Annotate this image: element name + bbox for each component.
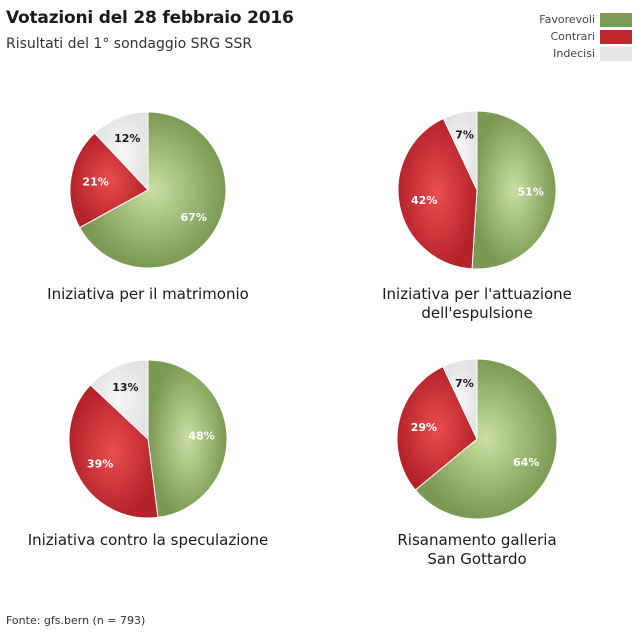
- data-label-contrari: 29%: [411, 421, 437, 434]
- data-label-contrari: 39%: [87, 457, 113, 470]
- data-label-indecisi: 13%: [112, 381, 138, 394]
- pie-slice-indecisi: [442, 110, 478, 191]
- pie-chart-1: 67% 21% 12% Iniziativa per il matrimonio: [47, 111, 249, 303]
- data-label-favorevoli: 48%: [188, 430, 214, 443]
- legend-swatch-indecisi: [600, 46, 632, 61]
- pie-chart-2: 51% 42% 7% Iniziativa per l'attuazionedell'…: [382, 110, 572, 322]
- pie-slice-contrari: [69, 132, 149, 229]
- chart-subtitle: Risultati del 1° sondaggio SRG SSR: [6, 36, 253, 52]
- pie-slice-contrari: [68, 384, 159, 519]
- data-label-contrari: 21%: [82, 176, 108, 189]
- pie-slice-favorevoli: [78, 111, 227, 269]
- data-label-indecisi: 7%: [455, 377, 474, 390]
- source-note: Fonte: gfs.bern (n = 793): [6, 614, 146, 627]
- pie-slice-contrari: [397, 117, 478, 270]
- data-label-favorevoli: 51%: [518, 186, 544, 199]
- pie-slice-indecisi: [442, 358, 478, 440]
- pie-title: Iniziativa per l'attuazione: [382, 285, 572, 303]
- pie-slice-indecisi: [93, 111, 149, 192]
- legend: Favorevoli Contrari Indecisi: [539, 11, 632, 62]
- pie-slice-favorevoli: [471, 110, 557, 270]
- pie-slice-favorevoli: [147, 359, 228, 518]
- pie-title: Iniziativa per il matrimonio: [47, 285, 249, 303]
- legend-item-favorevoli: Favorevoli: [539, 11, 632, 28]
- pie-slice-favorevoli: [414, 358, 558, 520]
- pie-title: dell'espulsione: [421, 304, 532, 322]
- pie-title: San Gottardo: [427, 550, 526, 568]
- data-label-indecisi: 7%: [455, 129, 474, 142]
- data-label-favorevoli: 67%: [181, 211, 207, 224]
- legend-label: Contrari: [550, 30, 595, 43]
- data-label-indecisi: 12%: [114, 132, 140, 145]
- data-label-favorevoli: 64%: [513, 456, 539, 469]
- legend-swatch-contrari: [600, 29, 632, 44]
- legend-label: Indecisi: [553, 47, 595, 60]
- legend-item-indecisi: Indecisi: [539, 45, 632, 62]
- legend-label: Favorevoli: [539, 13, 595, 26]
- data-label-contrari: 42%: [411, 194, 437, 207]
- pie-slice-indecisi: [89, 359, 149, 441]
- pie-title: Risanamento galleria: [397, 531, 556, 549]
- pie-chart-3: 48% 39% 13% Iniziativa contro la speculazio…: [28, 359, 269, 549]
- chart-title: Votazioni del 28 febbraio 2016: [6, 8, 294, 28]
- legend-item-contrari: Contrari: [539, 28, 632, 45]
- pie-title: Iniziativa contro la speculazione: [28, 531, 269, 549]
- legend-swatch-favorevoli: [600, 12, 632, 27]
